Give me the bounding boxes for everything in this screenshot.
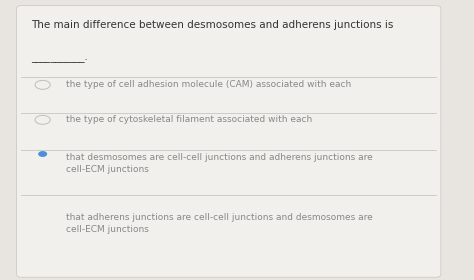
- Text: ___________.: ___________.: [31, 53, 87, 63]
- FancyBboxPatch shape: [17, 6, 441, 277]
- Text: the type of cell adhesion molecule (CAM) associated with each: the type of cell adhesion molecule (CAM)…: [66, 80, 352, 89]
- Text: the type of cytoskeletal filament associated with each: the type of cytoskeletal filament associ…: [66, 115, 313, 124]
- Text: The main difference between desmosomes and adherens junctions is: The main difference between desmosomes a…: [31, 20, 393, 30]
- Text: that desmosomes are cell-cell junctions and adherens junctions are
cell-ECM junc: that desmosomes are cell-cell junctions …: [66, 153, 373, 174]
- Circle shape: [39, 152, 46, 156]
- Text: that adherens junctions are cell-cell junctions and desmosomes are
cell-ECM junc: that adherens junctions are cell-cell ju…: [66, 213, 373, 234]
